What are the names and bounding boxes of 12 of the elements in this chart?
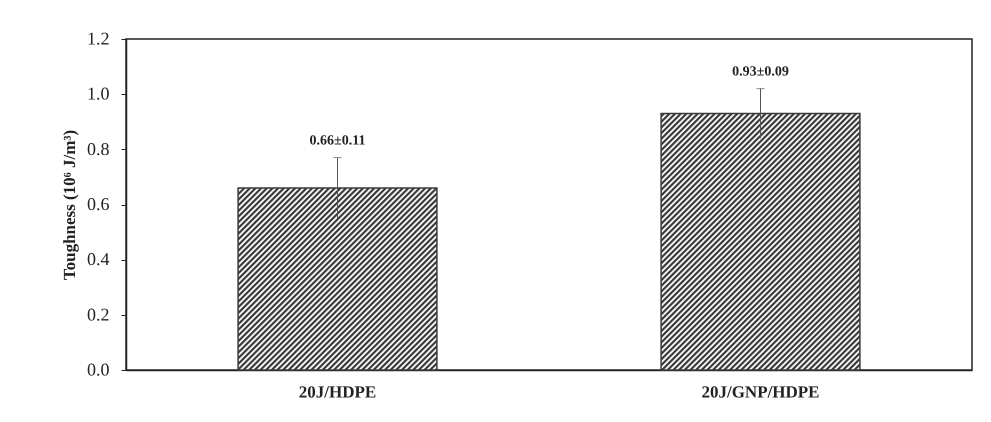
x-tick-label: 20J/GNP/HDPE [701,382,820,402]
y-tick-label: 0.8 [87,138,110,159]
y-tick-label: 0.4 [87,249,110,270]
y-tick-label: 0.6 [87,194,110,214]
y-tick-label: 1.2 [87,28,110,48]
x-tick-label: 20J/HDPE [298,382,376,402]
data-label: 0.93±0.09 [732,64,789,80]
data-label: 0.66±0.11 [310,134,366,149]
y-tick-label: 0.2 [87,304,110,324]
y-axis-title: Toughness (10⁶ J/m³) [60,130,79,280]
y-tick-label: 0.0 [87,360,110,380]
y-tick-label: 1.0 [87,84,110,104]
